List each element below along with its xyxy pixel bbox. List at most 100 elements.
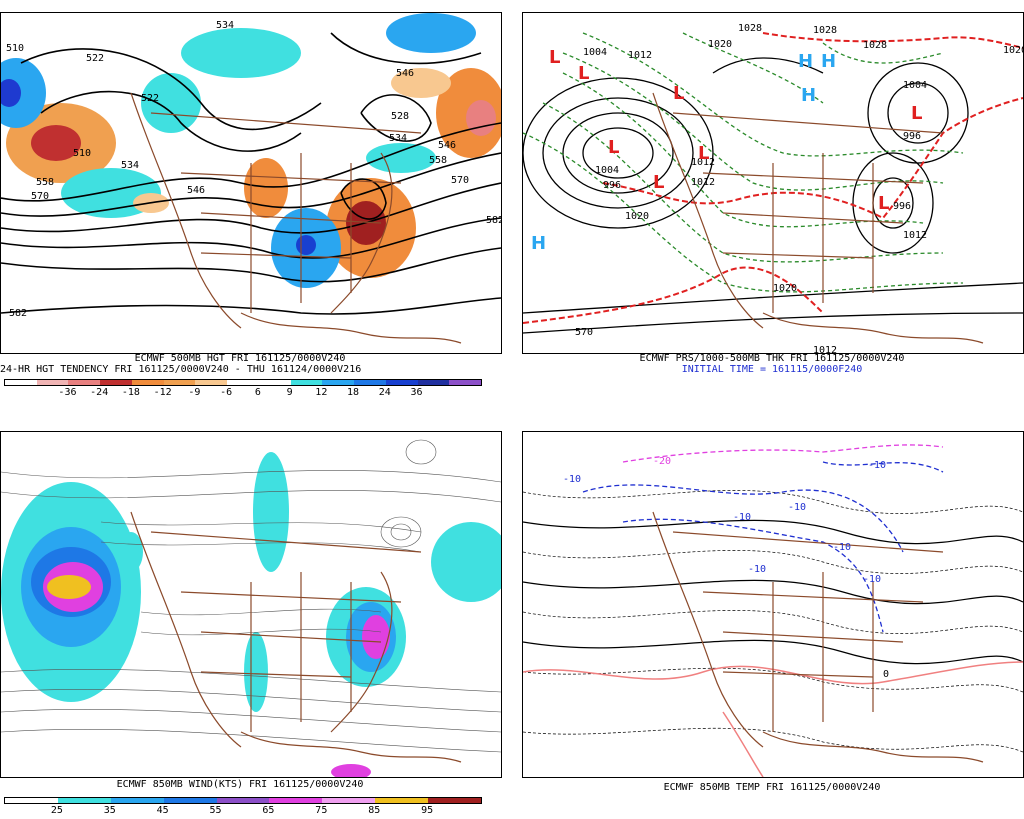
isobar-label: 1012 — [813, 345, 837, 353]
panel-title: ECMWF PRS/1000-500MB THK FRI 161125/0000… — [639, 353, 905, 364]
colorbar-swatch — [131, 380, 164, 385]
tendency-colorbar — [4, 379, 482, 386]
panel-subtitle: 24-HR HGT TENDENCY FRI 161125/0000V240 -… — [0, 364, 362, 375]
contour-label: 510 — [73, 148, 91, 159]
colorbar-label: 9 — [286, 387, 293, 398]
panel-title: ECMWF 500MB HGT FRI 161125/0000V240 — [134, 353, 346, 364]
contour-label: 546 — [396, 68, 414, 79]
panel-title: ECMWF 850MB WIND(KTS) FRI 161125/0000V24… — [116, 779, 364, 790]
colorbar-label: 12 — [315, 387, 328, 398]
panel-title: ECMWF 850MB TEMP FRI 161125/0000V240 — [663, 782, 881, 793]
isobar-label: 1028 — [813, 25, 837, 36]
tendency-blob — [181, 28, 301, 78]
contour-label: 528 — [391, 111, 409, 122]
wind-colorbar — [4, 797, 482, 804]
initial-time: INITIAL TIME = 161115/0000F240 — [681, 364, 863, 375]
colorbar-swatch — [269, 798, 323, 803]
tendency-blob — [244, 158, 288, 218]
tendency-blob — [386, 13, 476, 53]
isobar-label: 1004 — [583, 47, 607, 58]
contour-label: 510 — [6, 43, 24, 54]
colorbar-swatch — [57, 798, 111, 803]
contour-label: 570 — [451, 175, 469, 186]
isobar-label: 1020 — [1003, 45, 1023, 56]
isotherm-label: -10 — [563, 474, 581, 485]
colorbar-label: -36 — [58, 387, 77, 398]
colorbar-swatch — [163, 798, 217, 803]
isobar-label: 1012 — [691, 177, 715, 188]
isobar-label: 1020 — [708, 39, 732, 50]
colorbar-label: 36 — [410, 387, 423, 398]
colorbar-label: 24 — [378, 387, 391, 398]
contour-label: 582 — [9, 308, 27, 319]
contour-label: 582 — [486, 215, 501, 226]
colorbar-label: -6 — [220, 387, 233, 398]
colorbar-label: -12 — [153, 387, 172, 398]
colorbar-swatch — [195, 380, 228, 385]
isobar-label: 1004 — [903, 80, 927, 91]
wind-speed-map — [1, 439, 501, 777]
colorbar-label: -24 — [90, 387, 109, 398]
colorbar-label: 6 — [254, 387, 261, 398]
colorbar-swatch — [163, 380, 196, 385]
colorbar-swatch — [417, 380, 450, 385]
colorbar-swatch — [227, 380, 259, 385]
isotherm-label: -20 — [653, 456, 671, 467]
low-pressure-marker: L — [653, 172, 664, 193]
contour-label: 534 — [216, 20, 234, 31]
isobar-label: 1020 — [625, 211, 649, 222]
colorbar-swatch — [385, 380, 418, 385]
isotherm-label: -10 — [833, 542, 851, 553]
contour-label: 558 — [429, 155, 447, 166]
tendency-blob — [1, 79, 21, 107]
panel-pressure-thickness: 1004 1012 1028 1020 1012 1004 996 1028 1… — [520, 0, 1024, 400]
colorbar-swatch — [5, 380, 37, 385]
low-pressure-marker: L — [673, 83, 684, 104]
panel-850mb-temp: -20 -10 -10 -10 -10 -10 -10 -10 0 ECMWF … — [520, 419, 1024, 819]
colorbar-label: 25 — [50, 805, 63, 816]
colorbar-swatch — [5, 798, 58, 803]
contour-label: 546 — [187, 185, 205, 196]
isotherm-label: -10 — [748, 564, 766, 575]
isobar-label: 1028 — [863, 40, 887, 51]
colorbar-swatch — [110, 798, 164, 803]
height-tendency-map: 510 534 522 546 510 522 534 546 570 558 … — [1, 13, 501, 344]
colorbar-swatch — [449, 380, 482, 385]
colorbar-swatch — [322, 798, 376, 803]
isotherm-label: 0 — [883, 669, 889, 680]
map-850mb-temp: -20 -10 -10 -10 -10 -10 -10 -10 0 — [522, 431, 1024, 778]
colorbar-swatch — [68, 380, 101, 385]
map-pressure-thickness: 1004 1012 1028 1020 1012 1004 996 1028 1… — [522, 12, 1024, 354]
wind-speed-area — [331, 764, 371, 777]
isobar-label: 1004 — [595, 165, 619, 176]
temperature-map: -20 -10 -10 -10 -10 -10 -10 -10 0 — [523, 444, 1023, 777]
low-pressure-marker: L — [608, 137, 619, 158]
colorbar-label: 85 — [368, 805, 381, 816]
colorbar-label: 75 — [315, 805, 328, 816]
colorbar-label: 18 — [347, 387, 360, 398]
colorbar-label: -18 — [121, 387, 140, 398]
wind-colorbar-labels: 25 35 45 55 65 75 85 95 — [4, 805, 480, 817]
colorbar-swatch — [100, 380, 132, 385]
contour-label: 534 — [389, 133, 407, 144]
low-pressure-marker: L — [549, 47, 560, 68]
contour-label: 522 — [141, 93, 159, 104]
isobar-label: 996 — [603, 180, 621, 191]
isobar-label: 1012 — [628, 50, 652, 61]
map-500mb-height: 510 534 522 546 510 522 534 546 570 558 … — [0, 12, 502, 354]
high-pressure-marker: H — [801, 85, 816, 106]
contour-label: 522 — [86, 53, 104, 64]
contour-label: 534 — [121, 160, 139, 171]
isobar-label: 1012 — [903, 230, 927, 241]
isobar-label: 1012 — [691, 157, 715, 168]
colorbar-swatch — [375, 798, 429, 803]
isotherm-label: -10 — [863, 574, 881, 585]
wind-speed-area — [431, 522, 501, 602]
high-pressure-marker: H — [531, 233, 546, 254]
wind-speed-area — [362, 615, 390, 659]
isobar-label: 996 — [893, 201, 911, 212]
wind-speed-area — [244, 632, 268, 712]
colorbar-label: 35 — [103, 805, 116, 816]
colorbar-label: 65 — [262, 805, 275, 816]
tendency-blob — [1, 58, 46, 128]
